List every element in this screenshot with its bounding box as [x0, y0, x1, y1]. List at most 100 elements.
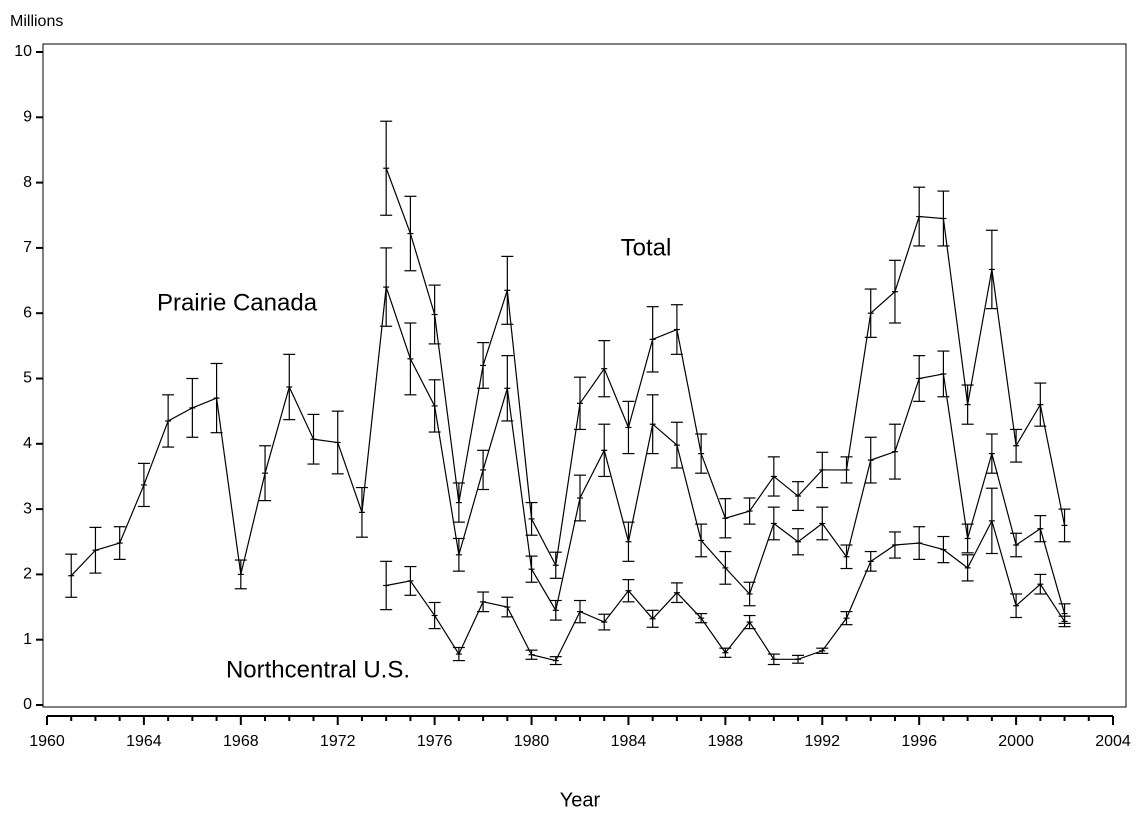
x-tick-label: 1960: [29, 733, 65, 750]
error-bar: [816, 647, 829, 655]
error-bar: [380, 560, 393, 611]
error-bar: [404, 565, 417, 596]
error-bar: [452, 537, 465, 572]
y-tick-label: 3: [23, 500, 32, 517]
series-label: Prairie Canada: [157, 289, 318, 316]
error-bar: [234, 559, 247, 590]
error-bar: [743, 614, 756, 630]
error-bar: [452, 646, 465, 662]
x-tick-label: 1988: [708, 733, 744, 750]
error-bar: [574, 474, 586, 522]
error-bar: [162, 394, 175, 448]
y-tick-label: 8: [23, 174, 32, 191]
y-tick-label: 6: [23, 304, 32, 321]
x-tick-label: 1992: [804, 733, 840, 750]
error-bar: [283, 353, 296, 421]
error-bar: [501, 255, 514, 325]
series-line: [386, 519, 1066, 662]
error-bar: [743, 497, 756, 525]
error-bar: [792, 481, 805, 512]
y-tick-label: 4: [23, 435, 32, 452]
plot-frame: [42, 43, 1127, 708]
error-bar: [380, 120, 393, 216]
y-tick-label: 2: [23, 566, 32, 583]
error-bar: [743, 581, 756, 607]
error-bar: [864, 288, 877, 338]
error-bar: [695, 523, 708, 558]
error-bar: [888, 423, 901, 480]
y-tick-label: 9: [23, 109, 32, 126]
error-bar: [65, 553, 78, 598]
error-bar: [622, 579, 635, 603]
error-bar: [913, 526, 926, 560]
error-bar: [695, 612, 708, 624]
error-bar: [1058, 508, 1071, 543]
error-bar: [792, 528, 805, 556]
error-bar: [1010, 428, 1023, 463]
error-bar: [961, 554, 974, 582]
error-bar: [913, 186, 926, 247]
error-bar: [452, 482, 465, 523]
error-bar: [1034, 382, 1047, 427]
error-bar: [598, 423, 611, 478]
x-tick-label: 1984: [611, 733, 647, 750]
error-bar: [477, 449, 490, 491]
error-bar: [622, 521, 635, 562]
error-bar: [598, 340, 611, 398]
error-bar: [767, 506, 780, 541]
error-bar: [816, 451, 829, 489]
error-bar: [646, 394, 659, 455]
error-bar: [525, 649, 538, 660]
error-bar: [719, 647, 732, 658]
error-bar: [985, 229, 998, 310]
error-bar: [525, 501, 538, 536]
x-tick-label: 1976: [417, 733, 453, 750]
error-bar: [477, 341, 490, 389]
error-bar: [840, 456, 853, 484]
error-bar: [864, 550, 877, 572]
error-bar: [792, 654, 805, 664]
error-bar: [210, 362, 223, 434]
error-bar: [89, 526, 102, 574]
y-tick-label: 0: [23, 696, 32, 713]
y-tick-label: 10: [14, 43, 32, 60]
error-bar: [1034, 573, 1047, 595]
error-bar: [355, 486, 368, 538]
error-bar: [549, 551, 562, 579]
error-bar: [574, 376, 586, 431]
error-bar: [767, 456, 780, 497]
error-bar: [961, 384, 974, 425]
error-bar: [404, 322, 417, 396]
error-bar: [428, 379, 441, 433]
error-bar: [331, 410, 344, 475]
error-bar: [888, 531, 901, 559]
error-bar: [767, 653, 780, 666]
error-bar: [670, 304, 683, 355]
error-bar: [840, 611, 853, 626]
series-label: Total: [621, 234, 672, 261]
error-bar: [937, 350, 950, 398]
error-bar: [961, 523, 974, 554]
x-tick-label: 1980: [514, 733, 550, 750]
error-bar: [501, 596, 514, 618]
error-bar: [670, 582, 683, 604]
y-tick-label: 1: [23, 631, 32, 648]
error-bar: [646, 609, 659, 628]
error-bar: [428, 601, 441, 630]
error-bar: [1010, 532, 1023, 558]
error-bar: [380, 247, 393, 327]
error-bar: [719, 550, 732, 585]
error-bar: [937, 190, 950, 247]
error-bar: [501, 355, 514, 422]
error-bar: [428, 284, 441, 345]
error-bar: [985, 433, 998, 474]
x-tick-label: 1972: [320, 733, 356, 750]
error-bar: [549, 656, 562, 666]
series-line: [70, 286, 1066, 614]
error-bar: [549, 599, 562, 621]
error-bar: [937, 535, 950, 564]
y-tick-label: 5: [23, 370, 32, 387]
error-bar: [598, 613, 611, 631]
error-bar: [719, 498, 732, 539]
